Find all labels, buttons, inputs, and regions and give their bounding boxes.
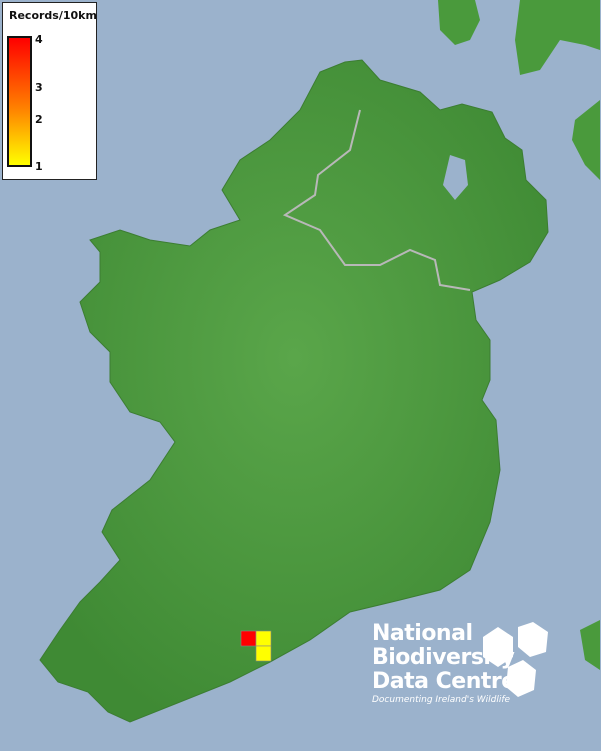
logo-line-1: National (372, 621, 473, 646)
legend-tick: 1 (35, 160, 43, 173)
record-square-1[interactable] (255, 630, 272, 647)
legend-title: Records/10km (9, 9, 97, 22)
legend-color-scale (7, 36, 32, 167)
logo-line-3: Data Centre (372, 669, 516, 694)
logo-hexagon-icon (483, 622, 548, 697)
ireland-landmass (39, 59, 549, 723)
map-legend: Records/10km 4 3 2 1 (2, 2, 97, 180)
record-square-1[interactable] (255, 645, 272, 662)
legend-tick: 2 (35, 113, 43, 126)
legend-tick: 4 (35, 33, 43, 46)
nbdc-logo: National Biodiversity Data Centre Docume… (372, 621, 516, 706)
record-square-4[interactable] (240, 630, 257, 647)
logo-tagline: Documenting Ireland's Wildlife (372, 695, 511, 705)
ni-border (282, 109, 471, 291)
lough-neagh (443, 155, 468, 200)
legend-tick: 3 (35, 81, 43, 94)
